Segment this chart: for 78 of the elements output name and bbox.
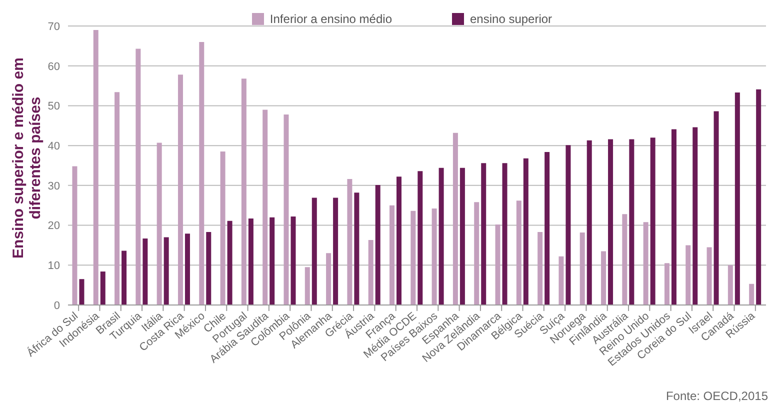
y-tick-label: 40 [48, 140, 60, 152]
bar [516, 200, 522, 305]
bar [643, 222, 648, 305]
bar [241, 78, 246, 305]
bar [248, 218, 254, 305]
bar [706, 247, 712, 305]
bar [650, 138, 656, 305]
bar [354, 192, 360, 305]
bar [566, 145, 571, 305]
bar [749, 284, 754, 305]
bar [714, 111, 719, 305]
legend-label: Inferior a ensino médio [268, 12, 392, 26]
bar [418, 171, 423, 305]
bar [156, 142, 162, 305]
bar [622, 214, 628, 305]
bar [270, 217, 275, 305]
bar [122, 250, 127, 305]
bar [586, 140, 592, 305]
bar [692, 127, 698, 305]
bar [220, 152, 226, 305]
bar [100, 272, 106, 305]
bar [432, 208, 437, 305]
bar [608, 139, 614, 305]
bar [375, 185, 380, 305]
bar [460, 168, 465, 305]
bar [502, 163, 508, 305]
bar [474, 202, 480, 305]
bar [629, 139, 634, 305]
y-tick-label: 60 [48, 60, 60, 73]
bar [410, 210, 416, 305]
bar [538, 232, 543, 305]
bar [184, 234, 190, 305]
bar [284, 114, 289, 305]
y-tick-label: 30 [48, 180, 60, 192]
bar [495, 224, 500, 305]
bar [136, 48, 141, 305]
bar [686, 245, 691, 305]
y-axis-title: Ensino superior e médio em diferentes países [10, 56, 44, 260]
bar [544, 152, 550, 305]
bar [262, 110, 268, 305]
bar [558, 256, 564, 305]
bar [452, 132, 458, 305]
bar [304, 267, 310, 305]
bar [601, 251, 606, 305]
bar [396, 176, 402, 305]
bar [206, 232, 212, 305]
bar [333, 198, 338, 305]
bar [114, 92, 120, 305]
bar [178, 74, 183, 305]
bar [390, 205, 395, 305]
bar [438, 168, 444, 305]
bar [312, 198, 317, 305]
legend-label: ensino superior [469, 12, 552, 26]
bar [523, 158, 528, 305]
bar [756, 89, 762, 305]
y-tick-label: 70 [48, 20, 60, 33]
y-tick-label: 10 [48, 260, 60, 272]
bar [368, 240, 374, 305]
y-tick-label: 0 [54, 300, 60, 312]
bar [72, 166, 78, 305]
bar [326, 253, 332, 305]
bar [734, 92, 740, 305]
bar [671, 129, 676, 305]
y-tick-label: 50 [48, 100, 60, 113]
bar [142, 238, 148, 305]
source-note: Fonte: OECD,2015 [666, 389, 768, 403]
bar [227, 220, 232, 305]
bar [347, 179, 352, 305]
bar [290, 216, 296, 305]
bar [481, 163, 486, 305]
bar [199, 42, 204, 305]
bar [79, 279, 84, 305]
bar [664, 263, 670, 305]
bar [93, 30, 98, 305]
bar [728, 265, 733, 305]
bar [580, 232, 585, 305]
bar [164, 237, 169, 305]
y-tick-label: 20 [48, 220, 60, 232]
